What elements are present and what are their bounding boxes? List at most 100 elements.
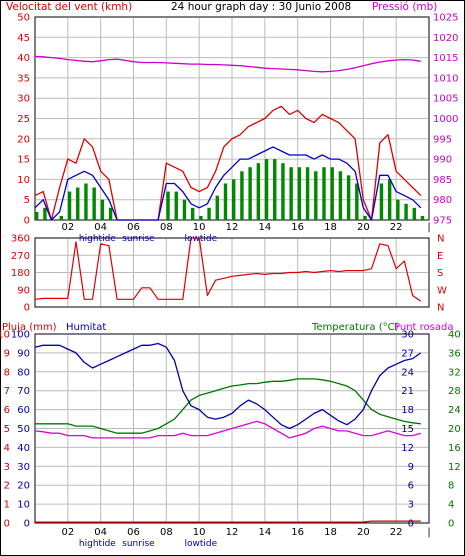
temperature-tick-label: 24 <box>448 405 461 416</box>
time-tick-label: 08 <box>160 527 173 538</box>
wind-speed-tick-label: 5 <box>24 195 30 206</box>
temperature-title: Temperatura (°C) <box>311 322 399 333</box>
pressure-tick-label: 1025 <box>433 13 458 24</box>
humidity-right-tick-label: 30 <box>401 330 414 341</box>
time-tick-label: 20 <box>357 527 370 538</box>
direction-tick-label: 90 <box>17 285 30 296</box>
time-tick-label: 02 <box>61 527 74 538</box>
pressure-line <box>34 55 421 73</box>
wind-low-bar <box>207 207 211 220</box>
wind-low-bar <box>76 187 80 220</box>
temperature-tick-label: 32 <box>448 367 461 378</box>
compass-tick-label: S <box>437 268 443 279</box>
wind-low-bar <box>305 167 310 220</box>
wind-low-bar <box>379 183 384 220</box>
chart-title: 24 hour graph day : 30 Junio 2008 <box>171 1 351 13</box>
wind-speed-tick-label: 35 <box>17 73 30 84</box>
wind-gust-line <box>34 105 422 221</box>
humidity-tick-label: 60 <box>17 405 30 416</box>
wind-speed-tick-label: 20 <box>17 134 30 145</box>
rain-tick-label: 10 <box>0 330 10 341</box>
humidity-right-tick-label: 18 <box>401 405 414 416</box>
time-tick-label: 20 <box>357 222 370 233</box>
direction-tick-label: 180 <box>11 268 30 279</box>
pressure-tick-label: 1015 <box>433 53 458 64</box>
temperature-tick-label: 40 <box>448 330 461 341</box>
temperature-tick-label: 0 <box>448 519 454 530</box>
time-tick-label: 06 <box>127 527 140 538</box>
rain-title: Pluja (mm) <box>2 322 57 333</box>
humidity-tick-label: 100 <box>11 330 30 341</box>
wind-low-bar <box>35 211 39 220</box>
humidity-right-tick-label: 6 <box>408 481 414 492</box>
temperature-tick-label: 28 <box>448 386 461 397</box>
pressure-tick-label: 1000 <box>433 114 458 125</box>
temperature-tick-label: 12 <box>448 462 461 473</box>
time-tick-label: 10 <box>193 222 206 233</box>
wind-low-bar <box>240 171 244 220</box>
time-annotation: sunrise <box>122 234 155 244</box>
wind-low-bar <box>297 167 302 220</box>
rain-tick-label: 1 <box>4 500 10 511</box>
time-tick-label: 06 <box>127 222 140 233</box>
wind-speed-tick-label: 0 <box>24 216 30 227</box>
rain-tick-label: 5 <box>4 424 10 435</box>
pressure-tick-label: 1010 <box>433 73 458 84</box>
axis-labels: 0510152025303540455097598098599099510001… <box>0 13 461 530</box>
time-tick-label: 18 <box>324 222 337 233</box>
wind-low-bar <box>92 187 96 220</box>
wind-low-bar <box>346 175 351 220</box>
direction-tick-label: 360 <box>11 234 30 245</box>
humidity-right-tick-label: 0 <box>408 519 414 530</box>
wind-low-bar <box>264 159 269 220</box>
temperature-tick-label: 36 <box>448 348 461 359</box>
time-tick-label: | <box>427 222 430 233</box>
wind-speed-tick-label: 30 <box>17 94 30 105</box>
temperature-tick-label: 16 <box>448 443 461 454</box>
time-axis: 02 04 06 08 10 12 14 16 18 20 22 |hightide sunrise lo… <box>61 222 430 549</box>
pressure-tick-label: 980 <box>433 195 452 206</box>
time-tick-label: 08 <box>160 222 173 233</box>
wind-low-bar <box>322 167 326 220</box>
time-tick-label: 04 <box>94 527 107 538</box>
wind-speed-tick-label: 10 <box>17 175 30 186</box>
wind-low-bar <box>273 159 277 220</box>
wind-speed-title: Velocitat del vent (kmh) <box>6 1 132 13</box>
pressure-title: Pressió (mb) <box>372 1 437 13</box>
humidity-tick-label: 90 <box>17 348 30 359</box>
time-tick-label: 22 <box>390 527 403 538</box>
time-tick-label: | <box>427 527 430 538</box>
wind-low-bar <box>43 207 47 220</box>
direction-tick-label: 0 <box>24 303 30 314</box>
humidity-tick-label: 20 <box>17 481 30 492</box>
wind-speed-tick-label: 45 <box>17 33 30 44</box>
compass-tick-label: N <box>437 303 444 314</box>
wind-direction-line <box>34 237 422 302</box>
time-tick-label: 18 <box>324 527 337 538</box>
time-tick-label: 10 <box>193 527 206 538</box>
time-tick-label: 12 <box>226 527 239 538</box>
time-annotation: lowtide <box>184 539 217 549</box>
wind-low-bar <box>330 167 334 220</box>
time-tick-label: 14 <box>258 222 271 233</box>
wind-low-bar <box>67 191 72 220</box>
humidity-tick-label: 50 <box>17 424 30 435</box>
wind-low-bar <box>215 195 219 220</box>
wind-low-bar <box>281 163 285 220</box>
wind-low-bar <box>199 215 203 220</box>
wind-speed-tick-label: 50 <box>17 13 30 24</box>
time-annotation: hightide <box>79 539 116 549</box>
time-tick-label: 22 <box>390 222 403 233</box>
pressure-tick-label: 995 <box>433 134 452 145</box>
humidity-right-tick-label: 3 <box>408 500 414 511</box>
wind-low-bar <box>166 191 170 220</box>
wind-speed-tick-label: 40 <box>17 53 30 64</box>
direction-tick-label: 270 <box>11 251 30 262</box>
wind-low-bar <box>59 215 64 220</box>
humidity-right-tick-label: 27 <box>401 348 414 359</box>
time-tick-label: 16 <box>291 222 304 233</box>
humidity-right-tick-label: 15 <box>401 424 414 435</box>
wind-low-bar <box>100 199 105 220</box>
rain-tick-label: 7 <box>4 386 10 397</box>
